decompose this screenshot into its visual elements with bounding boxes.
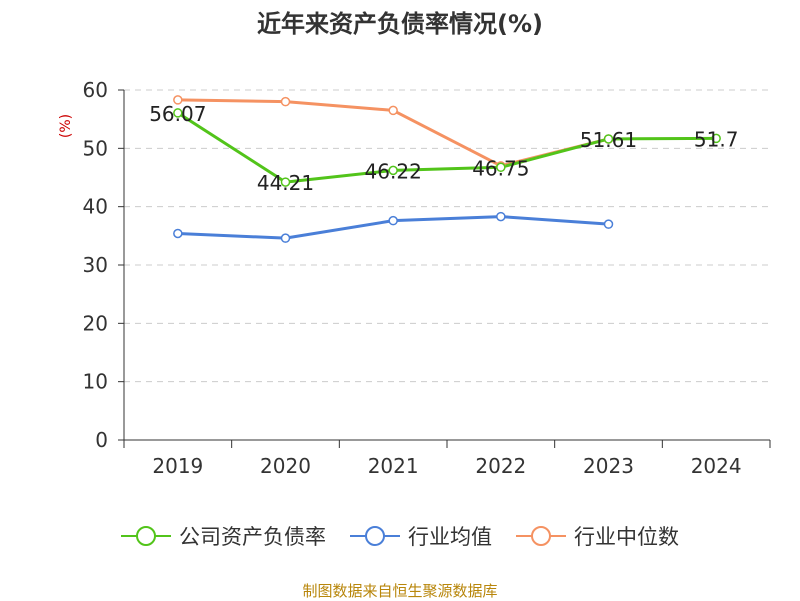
y-tick-label: 0 [95,428,108,452]
x-tick-label: 2023 [583,454,634,478]
series-line [177,111,717,184]
data-point [280,177,291,187]
legend-label: 公司资产负债率 [179,525,326,549]
x-tick-label: 2021 [368,454,419,478]
legend-item[interactable]: 公司资产负债率 [121,521,326,551]
y-tick-label: 10 [83,370,108,394]
x-tick-label: 2022 [475,454,526,478]
legend-line-marker-icon [350,526,400,546]
y-tick-label: 30 [83,253,108,277]
legend-label: 行业中位数 [574,525,679,549]
chart-title: 近年来资产负债率情况(%) [257,10,543,38]
data-point [388,165,398,176]
data-label: 51.61 [580,128,637,152]
legend-line-marker-icon [516,526,566,546]
data-point [496,211,506,222]
y-axis-label: (%) [58,114,74,138]
x-tick-label: 2020 [260,454,311,478]
data-point [603,219,614,229]
y-tick-label: 40 [83,195,108,219]
data-label: 46.75 [472,156,529,180]
x-tick-label: 2019 [152,454,203,478]
data-point [711,133,721,144]
data-point [173,95,183,105]
data-point [603,134,614,144]
data-source-note: 制图数据来自恒生聚源数据库 [302,582,498,600]
data-label: 51.7 [694,127,739,151]
legend-item[interactable]: 行业均值 [350,521,492,551]
data-point [388,215,398,226]
x-tick-label: 2024 [691,454,742,478]
data-label: 56.07 [149,102,206,126]
data-point [388,105,398,116]
legend-label: 行业均值 [408,525,492,549]
data-point [173,228,183,239]
data-label: 46.22 [365,159,422,183]
y-tick-label: 20 [83,311,108,335]
legend-item[interactable]: 行业中位数 [516,521,679,551]
data-point [280,233,291,243]
y-tick-label: 60 [83,78,108,102]
y-tick-label: 50 [83,136,108,160]
data-point [496,162,506,173]
data-point [173,108,183,118]
data-point [280,96,291,107]
legend-line-marker-icon [121,526,171,546]
legend: 公司资产负债率 行业均值 行业中位数 [0,521,800,551]
data-label: 44.21 [257,171,314,195]
